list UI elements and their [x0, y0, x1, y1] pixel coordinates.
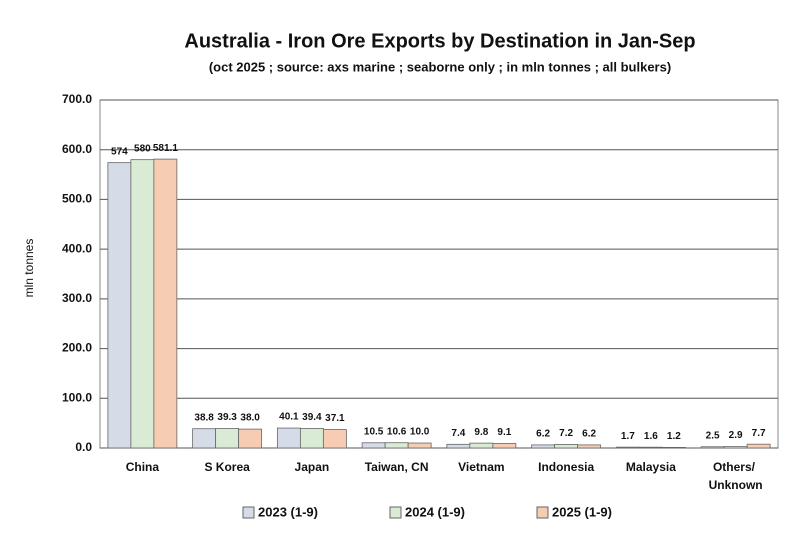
x-tick-label: Japan [295, 460, 330, 474]
value-label: 39.3 [217, 412, 237, 423]
y-tick-label: 300.0 [62, 291, 92, 305]
value-label: 9.8 [474, 427, 488, 438]
value-label: 580 [134, 143, 151, 154]
value-label: 6.2 [536, 429, 550, 440]
x-tick-label: Taiwan, CN [365, 460, 429, 474]
x-tick-label: China [126, 460, 160, 474]
legend-swatch [242, 506, 255, 519]
bar [153, 158, 178, 449]
x-tick-label: Others/ Unknown [709, 460, 763, 492]
legend-label: 2024 (1-9) [405, 504, 465, 519]
bar [322, 429, 347, 449]
value-label: 7.2 [559, 428, 573, 439]
value-label: 6.2 [582, 429, 596, 440]
value-label: 38.8 [194, 412, 214, 423]
value-label: 581.1 [153, 143, 178, 154]
value-label: 2.9 [729, 430, 743, 441]
value-label: 9.1 [497, 427, 511, 438]
plot-area [99, 99, 779, 449]
x-tick-label: Malaysia [626, 460, 676, 474]
value-label: 2.5 [706, 430, 720, 441]
value-label: 10.0 [410, 427, 430, 438]
value-label: 38.0 [240, 413, 260, 424]
bar [661, 447, 686, 449]
bar [215, 428, 240, 449]
bar [238, 428, 263, 449]
bar [577, 444, 602, 449]
value-label: 39.4 [302, 412, 322, 423]
value-label: 7.7 [752, 428, 766, 439]
x-tick-label: Vietnam [458, 460, 504, 474]
bar [276, 427, 301, 449]
bar [407, 442, 432, 449]
x-tick-label: Indonesia [538, 460, 594, 474]
y-tick-label: 500.0 [62, 192, 92, 206]
value-label: 1.2 [667, 431, 681, 442]
chart-subtitle: (oct 2025 ; source: axs marine ; seaborn… [209, 59, 671, 74]
value-label: 10.5 [364, 426, 384, 437]
bar [554, 444, 579, 449]
bar [107, 162, 132, 449]
y-tick-label: 600.0 [62, 142, 92, 156]
value-label: 7.4 [451, 428, 465, 439]
bar [446, 443, 471, 449]
legend-swatch [536, 506, 549, 519]
y-tick-label: 100.0 [62, 390, 92, 404]
bar [130, 159, 155, 449]
value-label: 10.6 [387, 426, 407, 437]
chart-title: Australia - Iron Ore Exports by Destinat… [184, 30, 695, 52]
bar [361, 442, 386, 449]
value-label: 37.1 [325, 413, 345, 424]
value-label: 1.7 [621, 431, 635, 442]
bar [492, 443, 517, 449]
bar [192, 428, 217, 449]
bar [615, 446, 640, 449]
y-axis-label: mln tonnes [22, 239, 36, 298]
y-tick-label: 700.0 [62, 92, 92, 106]
y-tick-label: 400.0 [62, 241, 92, 255]
y-tick-label: 200.0 [62, 341, 92, 355]
legend-label: 2025 (1-9) [552, 504, 612, 519]
bar [384, 442, 409, 449]
bar [700, 446, 725, 449]
y-tick-label: 0.0 [75, 440, 92, 454]
legend-swatch [389, 506, 402, 519]
value-label: 40.1 [279, 412, 299, 423]
legend-label: 2023 (1-9) [258, 504, 318, 519]
bar [469, 442, 494, 449]
bar [531, 444, 556, 449]
x-tick-label: S Korea [204, 460, 250, 474]
bar [746, 443, 771, 449]
value-label: 1.6 [644, 431, 658, 442]
bar [638, 446, 663, 449]
bar [299, 428, 324, 449]
value-label: 574 [111, 146, 128, 157]
bar [723, 446, 748, 449]
